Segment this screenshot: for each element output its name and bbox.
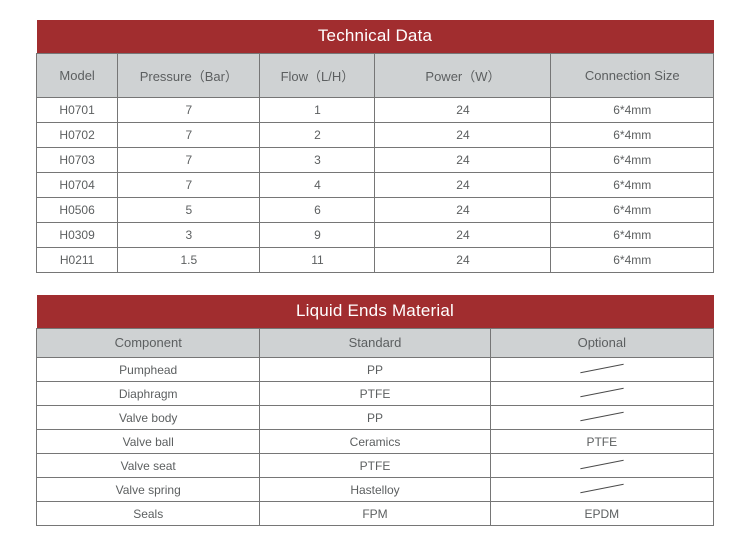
technical-data-header-row: ModelPressure（Bar）Flow（L/H）Power（W）Conne… <box>37 54 714 98</box>
slash-icon <box>580 386 624 398</box>
tech-cell: 7 <box>118 123 260 148</box>
table-row: Valve springHastelloy <box>37 478 714 502</box>
tech-cell: 6*4mm <box>551 248 714 273</box>
tech-cell: 6*4mm <box>551 148 714 173</box>
tech-cell: 24 <box>375 173 551 198</box>
liq-cell: PTFE <box>490 430 713 454</box>
liq-cell: Valve spring <box>37 478 260 502</box>
liq-cell: Pumphead <box>37 358 260 382</box>
liq-col-0: Component <box>37 329 260 358</box>
tech-cell: H0211 <box>37 248 118 273</box>
tech-cell: H0309 <box>37 223 118 248</box>
table-row: DiaphragmPTFE <box>37 382 714 406</box>
liq-cell: Hastelloy <box>260 478 490 502</box>
slash-icon <box>580 410 624 422</box>
tech-cell: 24 <box>375 198 551 223</box>
tech-col-4: Connection Size <box>551 54 714 98</box>
tech-cell: 1.5 <box>118 248 260 273</box>
tech-cell: 6*4mm <box>551 98 714 123</box>
technical-data-table: Technical Data ModelPressure（Bar）Flow（L/… <box>36 20 714 273</box>
liquid-ends-body: PumpheadPPDiaphragmPTFEValve bodyPPValve… <box>37 358 714 526</box>
tech-col-1: Pressure（Bar） <box>118 54 260 98</box>
tech-cell: 24 <box>375 223 551 248</box>
liq-cell: Valve seat <box>37 454 260 478</box>
liq-cell: Valve ball <box>37 430 260 454</box>
liq-cell: PTFE <box>260 382 490 406</box>
table-row: H070474246*4mm <box>37 173 714 198</box>
table-row: H030939246*4mm <box>37 223 714 248</box>
tech-cell: 4 <box>260 173 375 198</box>
liq-cell: PP <box>260 406 490 430</box>
liq-cell: EPDM <box>490 502 713 526</box>
tech-cell: 24 <box>375 248 551 273</box>
liquid-ends-title: Liquid Ends Material <box>37 295 714 329</box>
liq-cell: Seals <box>37 502 260 526</box>
tech-cell: 6*4mm <box>551 173 714 198</box>
liq-cell: FPM <box>260 502 490 526</box>
tech-cell: H0704 <box>37 173 118 198</box>
tech-cell: 24 <box>375 98 551 123</box>
table-row: SealsFPMEPDM <box>37 502 714 526</box>
liq-cell <box>490 478 713 502</box>
slash-icon <box>580 482 624 494</box>
tech-cell: 7 <box>118 173 260 198</box>
liq-col-1: Standard <box>260 329 490 358</box>
tech-cell: 1 <box>260 98 375 123</box>
table-row: H02111.511246*4mm <box>37 248 714 273</box>
tech-cell: 11 <box>260 248 375 273</box>
liq-cell: Valve body <box>37 406 260 430</box>
tech-cell: 7 <box>118 148 260 173</box>
tech-cell: 6 <box>260 198 375 223</box>
table-row: H070272246*4mm <box>37 123 714 148</box>
liquid-ends-header-row: ComponentStandardOptional <box>37 329 714 358</box>
liq-cell <box>490 382 713 406</box>
liq-cell: PP <box>260 358 490 382</box>
liq-cell: Diaphragm <box>37 382 260 406</box>
tech-cell: H0701 <box>37 98 118 123</box>
tech-cell: 2 <box>260 123 375 148</box>
liq-cell: Ceramics <box>260 430 490 454</box>
technical-data-body: H070171246*4mmH070272246*4mmH070373246*4… <box>37 98 714 273</box>
liq-col-2: Optional <box>490 329 713 358</box>
tech-cell: H0506 <box>37 198 118 223</box>
table-row: Valve seatPTFE <box>37 454 714 478</box>
tech-cell: 9 <box>260 223 375 248</box>
table-row: H070373246*4mm <box>37 148 714 173</box>
table-row: H050656246*4mm <box>37 198 714 223</box>
tech-cell: 7 <box>118 98 260 123</box>
table-row: Valve bodyPP <box>37 406 714 430</box>
tech-cell: 6*4mm <box>551 123 714 148</box>
table-row: H070171246*4mm <box>37 98 714 123</box>
technical-data-title: Technical Data <box>37 20 714 54</box>
tech-cell: 5 <box>118 198 260 223</box>
tech-cell: H0703 <box>37 148 118 173</box>
slash-icon <box>580 458 624 470</box>
tech-col-2: Flow（L/H） <box>260 54 375 98</box>
tech-col-0: Model <box>37 54 118 98</box>
liq-cell: PTFE <box>260 454 490 478</box>
tech-cell: 6*4mm <box>551 223 714 248</box>
slash-icon <box>580 362 624 374</box>
tech-cell: 3 <box>118 223 260 248</box>
tech-cell: 24 <box>375 148 551 173</box>
liquid-ends-table: Liquid Ends Material ComponentStandardOp… <box>36 295 714 526</box>
tech-col-3: Power（W） <box>375 54 551 98</box>
liq-cell <box>490 358 713 382</box>
tech-cell: H0702 <box>37 123 118 148</box>
table-row: PumpheadPP <box>37 358 714 382</box>
tech-cell: 24 <box>375 123 551 148</box>
liq-cell <box>490 454 713 478</box>
tech-cell: 3 <box>260 148 375 173</box>
tech-cell: 6*4mm <box>551 198 714 223</box>
liq-cell <box>490 406 713 430</box>
table-row: Valve ballCeramicsPTFE <box>37 430 714 454</box>
